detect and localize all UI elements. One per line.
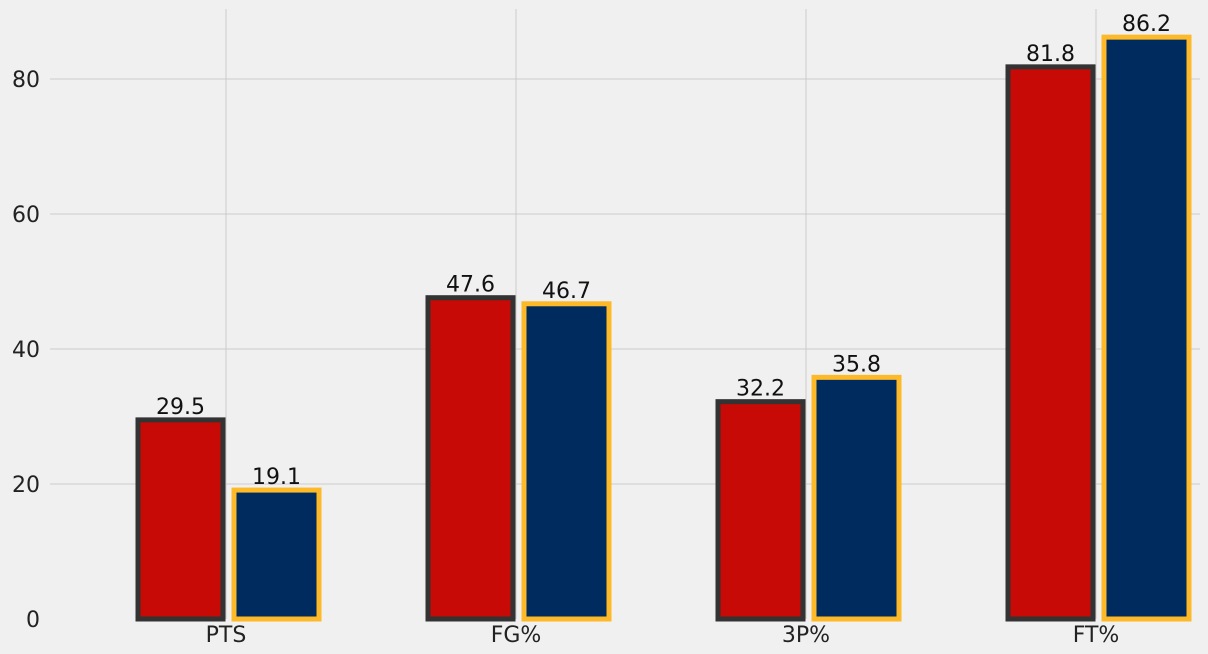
data-label: 46.7	[542, 279, 591, 304]
data-labels: 29.5 47.6 32.2 81.8 19.1 46.7 35.8 86.2	[156, 12, 1171, 490]
y-tick-label: 0	[26, 608, 40, 633]
y-tick-label: 20	[12, 473, 40, 498]
bar-fg-pct-s2	[521, 301, 612, 622]
data-label: 86.2	[1122, 12, 1171, 37]
data-label: 35.8	[832, 352, 881, 377]
bar-fg-pct-s1	[425, 295, 516, 622]
bar-ft-pct-s1	[1005, 64, 1096, 622]
bar-ft-pct-s2	[1101, 34, 1192, 622]
x-axis: PTS FG% 3P% FT%	[206, 623, 1120, 648]
y-tick-label: 60	[12, 203, 40, 228]
y-axis: 0 20 40 60 80	[12, 68, 40, 633]
data-label: 19.1	[252, 465, 301, 490]
y-tick-label: 80	[12, 68, 40, 93]
data-label: 32.2	[736, 377, 785, 402]
bar-pts-s1	[135, 417, 226, 622]
data-label: 81.8	[1026, 42, 1075, 67]
data-label: 47.6	[446, 273, 495, 298]
bar-3p-pct-s2	[811, 374, 902, 622]
x-tick-label: PTS	[206, 623, 247, 648]
x-tick-label: FG%	[491, 623, 542, 648]
x-tick-label: FT%	[1073, 623, 1120, 648]
bars	[135, 34, 1192, 622]
y-tick-label: 40	[12, 338, 40, 363]
bar-pts-s2	[231, 487, 322, 622]
x-tick-label: 3P%	[782, 623, 830, 648]
data-label: 29.5	[156, 395, 205, 420]
bar-3p-pct-s1	[715, 399, 806, 622]
